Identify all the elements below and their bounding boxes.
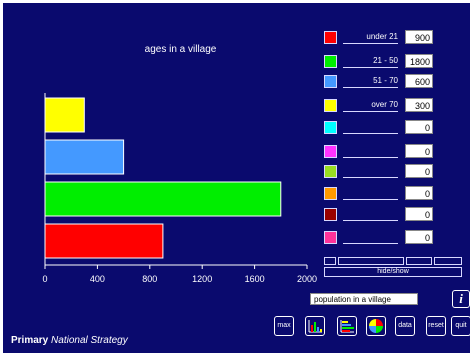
row-value-input[interactable]: 900 [405,30,433,44]
row-value-input[interactable]: 300 [405,98,433,112]
row-value-input[interactable]: 0 [405,144,433,158]
sorted-bar-chart-icon[interactable] [337,316,357,336]
bar-51to70 [44,139,125,175]
row-value-input[interactable]: 0 [405,164,433,178]
max-button[interactable]: max [274,316,294,336]
population-label[interactable]: population in a village [310,293,418,305]
row-value-input[interactable]: 0 [405,207,433,221]
reset-button[interactable]: reset [426,316,446,336]
color-swatch[interactable] [324,75,337,88]
row-label[interactable] [343,164,398,178]
row-value-input[interactable]: 0 [405,186,433,200]
brand-logo: Primary National Strategy [11,335,128,346]
brand-strategy: National Strategy [51,335,128,346]
row-label[interactable] [343,186,398,200]
row-label[interactable]: under 21 [343,30,398,44]
bar-chart-icon[interactable] [305,316,325,336]
color-swatch[interactable] [324,231,337,244]
bar-over70 [44,97,85,133]
table-row: 51 - 70 600 [324,74,467,90]
table-row: 0 [324,164,467,180]
table-row: 0 [324,186,467,202]
table-row: under 21 900 [324,30,467,46]
color-swatch[interactable] [324,145,337,158]
row-label[interactable]: 51 - 70 [343,74,398,88]
row-label[interactable] [343,144,398,158]
x-tick-label: 1200 [192,274,212,284]
info-icon[interactable]: i [452,290,470,308]
scroll-segment-3[interactable] [406,257,432,265]
hide-show-button[interactable]: hide/show [324,267,462,277]
pie-chart-icon[interactable] [366,316,386,336]
color-swatch[interactable] [324,99,337,112]
color-swatch[interactable] [324,55,337,68]
x-tick-label: 800 [142,274,157,284]
color-swatch[interactable] [324,31,337,44]
table-row: 21 - 50 1800 [324,54,467,70]
color-swatch[interactable] [324,165,337,178]
scroll-segment-4[interactable] [434,257,462,265]
bar-under21 [44,223,164,259]
table-row: 0 [324,207,467,223]
row-label[interactable] [343,120,398,134]
row-value-input[interactable]: 0 [405,230,433,244]
color-swatch[interactable] [324,208,337,221]
row-label[interactable] [343,230,398,244]
row-value-input[interactable]: 0 [405,120,433,134]
data-button[interactable]: data [395,316,415,336]
bar-21to50 [44,181,282,217]
table-row: over 70 300 [324,98,467,114]
row-label[interactable]: over 70 [343,98,398,112]
table-row: 0 [324,120,467,136]
row-label[interactable] [343,207,398,221]
color-swatch[interactable] [324,121,337,134]
scroll-segment-2[interactable] [338,257,404,265]
brand-primary: Primary [11,335,49,346]
row-value-input[interactable]: 1800 [405,54,433,68]
color-swatch[interactable] [324,187,337,200]
x-tick-label: 2000 [297,274,317,284]
chart-title: ages in a village [144,44,217,55]
x-tick-label: 1600 [245,274,265,284]
row-label[interactable]: 21 - 50 [343,54,398,68]
app-window: ages in a village 0 400 800 1200 1600 2000 un… [3,3,470,353]
scroll-segment-1[interactable] [324,257,336,265]
bar-chart: 0 400 800 1200 1600 2000 [42,93,317,284]
x-tick-label: 0 [42,274,47,284]
table-row: 0 [324,144,467,160]
row-value-input[interactable]: 600 [405,74,433,88]
table-row: 0 [324,230,467,246]
quit-button[interactable]: quit [451,316,470,336]
x-tick-label: 400 [90,274,105,284]
